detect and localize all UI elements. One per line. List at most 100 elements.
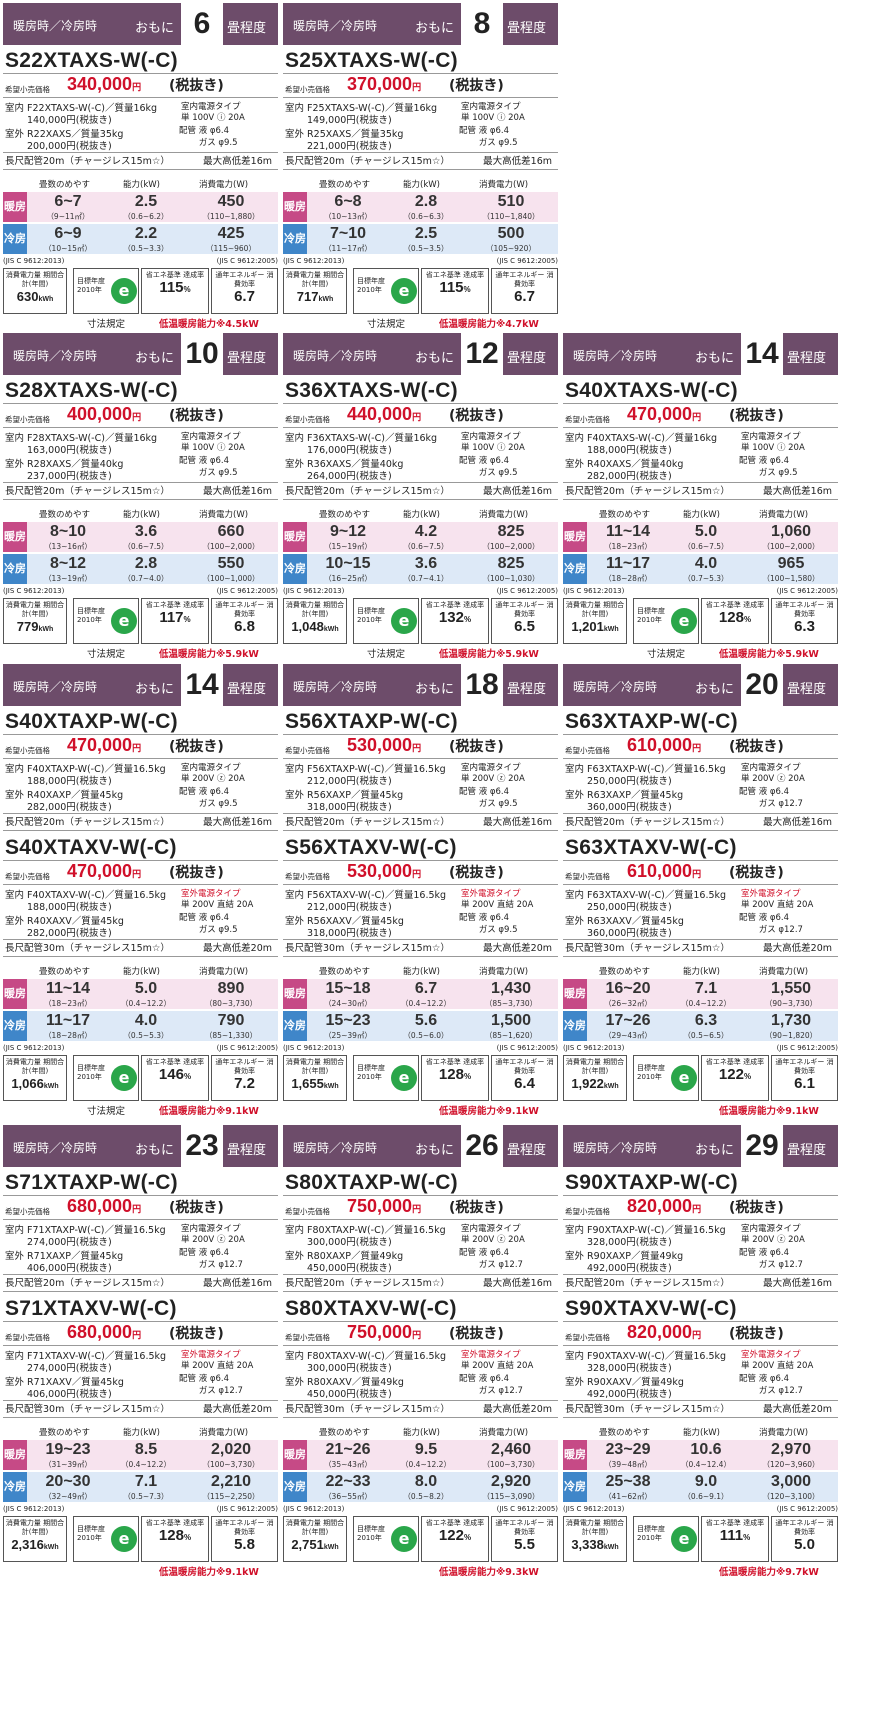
price-unit: 円: [412, 412, 422, 422]
energy-saving-logo-icon: e: [671, 1065, 697, 1091]
heat-power_range: （110~1,840）: [482, 212, 540, 221]
price-value: 680,000円: [67, 1196, 141, 1217]
price-label: 希望小売価格: [565, 872, 610, 881]
size-rule: 寸法規定: [87, 319, 126, 330]
annual-consumption-box: 消費電力量 期間合計(年間) 2,751kWh: [283, 1516, 347, 1562]
achievement-value-wrap: 128%: [702, 610, 768, 625]
target-year-value: 2010年: [637, 1534, 662, 1542]
achievement-box: 省エネ基準 達成率 122%: [421, 1516, 489, 1562]
unit-specs: 室内 F90XTAXV-W(-C)／質量16.5kg 328,000円(税抜き) 室…: [563, 1346, 838, 1401]
price-row: 希望小売価格 530,000円 (税抜き): [283, 861, 558, 885]
cool-power_range: （100~1,000）: [202, 574, 260, 583]
target-year-label: 目標年度: [357, 1525, 385, 1533]
jis-2005: (JIS C 9612:2005): [776, 1044, 838, 1052]
energy-saving-logo-icon: e: [111, 608, 137, 634]
header-suffix-label: 畳程度: [787, 351, 827, 366]
price-row: 希望小売価格 440,000円 (税抜き): [283, 404, 558, 428]
header-mode-label: 暖房時／冷房時: [293, 19, 378, 33]
indoor-model: F71XTAXP-W(-C)／質量16.5kg: [27, 1225, 166, 1236]
heat-cap: 9.5: [414, 1441, 438, 1458]
product-card: 暖房時／冷房時 おもに 29 畳程度 S90XTAXP-W(-C) 希望小売価格 820,0…: [563, 1125, 838, 1578]
header-omoni-label: おもに: [415, 1143, 455, 1158]
annual-value: 630: [16, 289, 39, 304]
model-name: S25XTAXS-W(-C): [283, 48, 558, 74]
price-amount: 610,000: [627, 735, 693, 755]
pipe-diameter: 液 φ6.4 ガス φ9.5: [478, 787, 518, 809]
header-mode-label: 暖房時／冷房時: [13, 1141, 98, 1155]
header-mode-label: 暖房時／冷房時: [13, 19, 98, 33]
unit-specs: 室内 F36XTAXS-W(-C)／質量16kg 176,000円(税抜き) 室外 …: [283, 428, 558, 483]
target-year-text: 目標年度 2010年: [77, 1525, 105, 1543]
cool-row: 冷房 11~17 （18~28㎡） 4.0 （0.7~5.3） 965 （100~1,580…: [563, 554, 838, 584]
outdoor-label: 室外: [285, 129, 305, 140]
cool-power-cell: 1,500 （85~1,620）: [465, 1012, 557, 1040]
apf-value: 6.3: [794, 618, 815, 635]
cool-power-cell: 825 （100~1,030）: [465, 555, 557, 583]
heat-power_range: （120~3,960）: [762, 1460, 820, 1469]
price-tax: (税抜き): [169, 865, 224, 881]
heat-row: 暖房 19~23 （31~39㎡） 8.5 （0.4~12.2） 2,020 （100~3,…: [3, 1440, 278, 1470]
header-mode-label: 暖房時／冷房時: [573, 349, 658, 363]
cool-power-cell: 500 （105~920）: [465, 225, 557, 253]
price-unit: 円: [132, 412, 142, 422]
header-suffix-label: 畳程度: [507, 682, 547, 697]
outdoor-label: 室外: [285, 1251, 305, 1262]
heat-power-cell: 660 （100~2,000）: [185, 523, 277, 551]
header-suffix-label: 畳程度: [507, 351, 547, 366]
heat-area: 21~26: [325, 1441, 371, 1458]
heat-row: 暖房 21~26 （35~43㎡） 9.5 （0.4~12.2） 2,460 （100~3,…: [283, 1440, 558, 1470]
annual-value: 1,201: [571, 619, 604, 634]
tatami-number: 29: [741, 1125, 783, 1167]
model-name: S40XTAXP-W(-C): [3, 709, 278, 735]
heat-row: 暖房 11~14 （18~23㎡） 5.0 （0.6~7.5） 1,060 （100~2,0…: [563, 522, 838, 552]
heat-row: 暖房 6~7 （9~11㎡） 2.5 （0.6~6.2） 450 （110~1,880）: [3, 192, 278, 222]
outdoor-label: 室外: [5, 459, 25, 470]
product-card: 暖房時／冷房時 おもに 18 畳程度 S56XTAXP-W(-C) 希望小売価格 530,0…: [283, 664, 558, 1117]
price-row: 希望小売価格 750,000円 (税抜き): [283, 1196, 558, 1220]
target-year-label: 目標年度: [637, 1064, 665, 1072]
card-header: 暖房時／冷房時 おもに 6 畳程度: [3, 3, 278, 45]
achievement-box: 省エネ基準 達成率 115%: [421, 268, 489, 314]
outdoor-price: 406,000円(税抜き): [27, 1389, 112, 1400]
tatami-number: 20: [741, 664, 783, 706]
power-type-label: 室内電源タイプ: [461, 1224, 521, 1234]
power-type-label: 室内電源タイプ: [181, 432, 241, 442]
cool-cap: 2.8: [134, 555, 158, 572]
power-type-label: 室内電源タイプ: [461, 763, 521, 773]
pipe-spec: 配管 液 φ6.4 ガス φ9.5: [179, 912, 238, 936]
heat-area-cell: 11~14 （18~23㎡）: [29, 980, 107, 1008]
jis-2013: (JIS C 9612:2013): [563, 587, 625, 595]
cool-cap_range: （0.7~5.3）: [683, 574, 729, 583]
cool-cap-cell: 4.0 （0.5~5.3）: [107, 1012, 185, 1040]
pipe-length: 長尺配管20m（チャージレス15m☆）: [285, 156, 450, 167]
annual-consumption-box: 消費電力量 期間合計(年間) 1,048kWh: [283, 598, 347, 644]
power-type-label: 室内電源タイプ: [741, 763, 801, 773]
cool-area-cell: 7~10 （11~17㎡）: [309, 225, 387, 253]
unit-specs: 室内 F63XTAXV-W(-C)／質量16.5kg 250,000円(税抜き) 室…: [563, 885, 838, 940]
outdoor-price: 200,000円(税抜き): [27, 141, 112, 152]
outdoor-label: 室外: [565, 1251, 585, 1262]
heat-cap: 10.6: [690, 1441, 722, 1458]
achievement-box: 省エネ基準 達成率 117%: [141, 598, 209, 644]
indoor-unit: 室内 F40XTAXS-W(-C)／質量16kg: [565, 430, 717, 444]
product-card: 暖房時／冷房時 おもに 12 畳程度 S36XTAXS-W(-C) 希望小売価格 440,0…: [283, 333, 558, 660]
target-year-label: 目標年度: [77, 277, 105, 285]
price-label: 希望小売価格: [5, 872, 50, 881]
annual-label: 消費電力量 期間合計(年間): [285, 271, 345, 288]
target-year-value: 2010年: [357, 616, 382, 624]
outdoor-model: R90XAXV／質量49kg: [587, 1377, 684, 1388]
target-year-label: 目標年度: [77, 1064, 105, 1072]
energy-box: 消費電力量 期間合計(年間) 1,066kWh 目標年度 2010年 e 省エネ基準 達成…: [3, 1055, 278, 1101]
cool-area: 22~33: [325, 1473, 371, 1490]
header-omoni-label: おもに: [415, 351, 455, 366]
pipe-spec: 配管 液 φ6.4 ガス φ9.5: [459, 125, 518, 149]
price-row: 希望小売価格 400,000円 (税抜き): [3, 404, 278, 428]
header-omoni-label: おもに: [135, 351, 175, 366]
cool-cap: 8.0: [414, 1473, 438, 1490]
pipe-length-row: 長尺配管20m（チャージレス15m☆） 最大高低差16m: [3, 483, 278, 500]
pipe-diameter: 液 φ6.4 ガス φ9.5: [198, 787, 238, 809]
col-area: 畳数のめやす: [39, 510, 91, 520]
heat-label: 暖房: [283, 522, 307, 552]
outdoor-price: 221,000円(税抜き): [307, 141, 392, 152]
achievement-unit: %: [463, 615, 472, 624]
